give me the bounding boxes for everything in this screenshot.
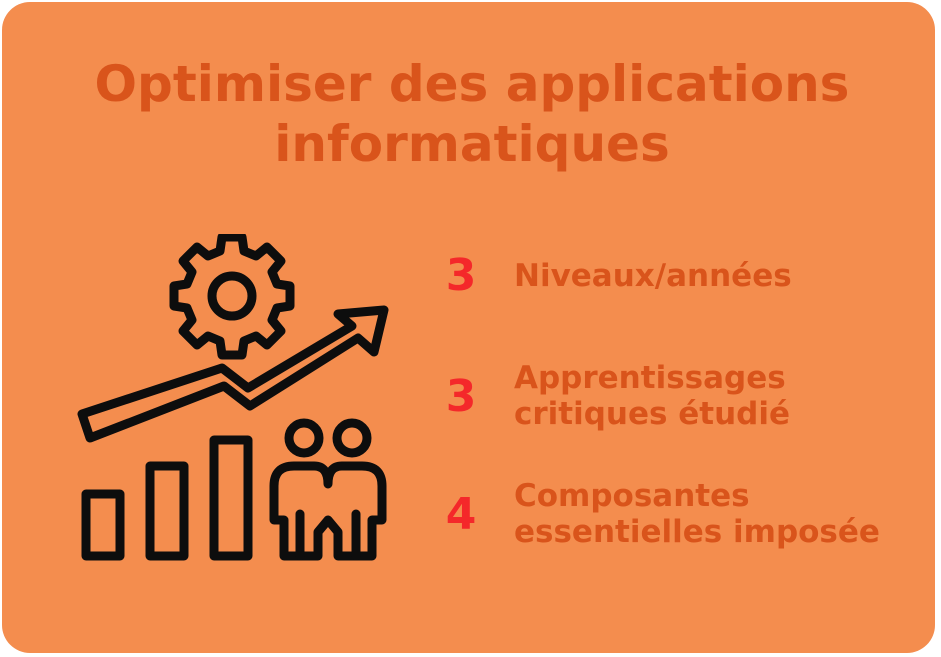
stat-label-line-2: critiques étudié	[514, 396, 791, 432]
gear-icon	[169, 234, 295, 360]
title-line-2: informatiques	[274, 115, 670, 173]
stat-label-line-1: Composantes	[514, 478, 750, 514]
bar-3-icon	[209, 435, 253, 561]
stat-label-line-1: Apprentissages	[514, 360, 786, 396]
stat-number: 3	[445, 250, 477, 301]
stat-label: Niveaux/années	[514, 258, 792, 294]
stat-label: Composantes essentielles imposée	[514, 478, 880, 550]
stat-levels: 3 Niveaux/années	[440, 250, 792, 301]
stat-label: Apprentissages critiques étudié	[514, 360, 790, 432]
stat-number: 4	[445, 488, 477, 540]
bar-2-icon	[145, 461, 189, 561]
stat-essential-components: 4 Composantes essentielles imposée	[440, 478, 880, 550]
growth-chart-gear-people-icon	[77, 234, 389, 561]
page-title: Optimiser des applications informatiques	[2, 54, 935, 174]
stat-label-line-2: essentielles imposée	[514, 514, 880, 550]
people-icon	[269, 418, 387, 561]
trend-arrow-icon	[77, 305, 389, 443]
bar-1-icon	[81, 489, 125, 561]
stat-critical-learnings: 3 Apprentissages critiques étudié	[440, 360, 790, 432]
stat-label-line-1: Niveaux/années	[514, 257, 792, 294]
stat-number: 3	[445, 370, 477, 422]
title-line-1: Optimiser des applications	[94, 55, 850, 113]
